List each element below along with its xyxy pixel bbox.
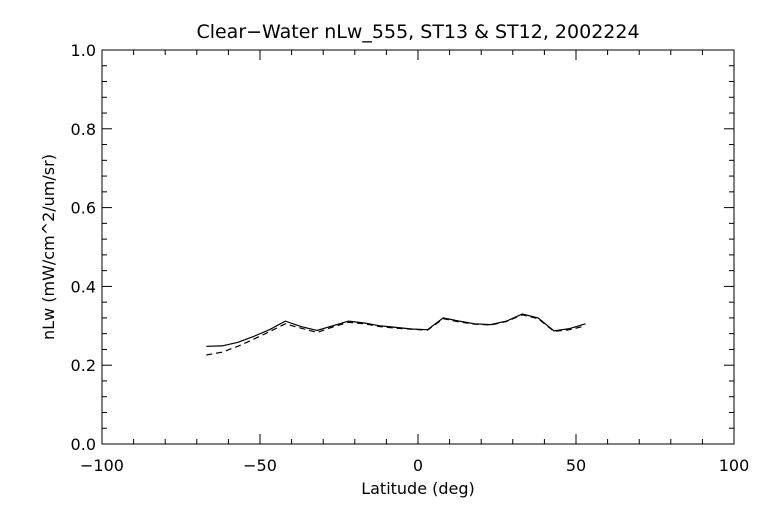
axis-tick-labels: −100 −50 0 50 100 0.0 0.2 0.4 0.6 0.8 1.0 (71, 41, 750, 475)
y-tick-label: 0.8 (71, 120, 96, 139)
series-line-solid (206, 313, 586, 347)
x-axis-label: Latitude (deg) (361, 479, 475, 498)
y-tick-label: 0.2 (71, 356, 96, 375)
y-axis-label: nLw (mW/cm^2/um/sr) (39, 154, 58, 340)
y-tick-label: 0.6 (71, 199, 96, 218)
series-lines (206, 313, 586, 356)
x-tick-label: 50 (566, 456, 586, 475)
chart-title: Clear−Water nLw_555, ST13 & ST12, 200222… (196, 21, 639, 43)
y-tick-label: 0.4 (71, 277, 96, 296)
x-tick-label: −50 (243, 456, 277, 475)
x-tick-label: 100 (719, 456, 750, 475)
x-tick-label: −100 (80, 456, 124, 475)
axis-ticks (101, 49, 735, 445)
y-tick-label: 1.0 (71, 41, 96, 60)
y-tick-label: 0.0 (71, 435, 96, 454)
x-tick-label: 0 (413, 456, 423, 475)
series-line-dashed (206, 314, 586, 356)
plot-frame (101, 49, 735, 445)
